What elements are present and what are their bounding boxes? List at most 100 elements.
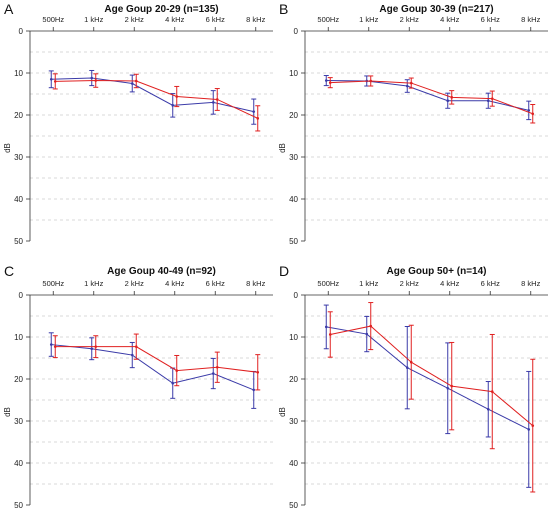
x-tick-label: 2 kHz: [125, 279, 144, 288]
data-point: [369, 79, 373, 83]
data-point: [175, 369, 179, 372]
data-point: [171, 381, 175, 385]
chart-title: Age Goup 50+ (n=14): [386, 266, 486, 277]
x-tick-label: 500Hz: [317, 15, 339, 24]
panel-letter: D: [279, 263, 289, 279]
y-tick-label: 10: [14, 69, 23, 78]
y-tick-label: 10: [289, 69, 298, 78]
panel-letter: B: [279, 1, 288, 17]
data-point: [328, 333, 332, 336]
y-axis-label: dB: [278, 143, 287, 153]
data-point: [450, 96, 454, 99]
data-point: [446, 386, 450, 390]
data-point: [130, 82, 134, 85]
y-tick-label: 30: [14, 417, 23, 426]
data-point: [134, 79, 138, 83]
chart-title: Age Goup 40-49 (n=92): [107, 266, 216, 277]
data-point: [365, 332, 369, 336]
series-line: [330, 80, 533, 115]
data-point: [486, 99, 490, 103]
data-point: [256, 117, 260, 120]
series-red: [52, 333, 261, 391]
data-point: [211, 372, 215, 375]
x-tick-label: 1 kHz: [359, 15, 378, 24]
y-tick-label: 20: [289, 375, 298, 384]
data-point: [369, 324, 373, 328]
data-point: [252, 110, 256, 113]
panel-letter: C: [4, 263, 14, 279]
data-point: [527, 109, 531, 112]
data-point: [450, 384, 454, 388]
data-point: [486, 407, 490, 411]
data-point: [446, 99, 450, 103]
x-tick-label: 6 kHz: [481, 279, 500, 288]
series-red: [327, 75, 536, 124]
y-tick-label: 40: [289, 195, 298, 204]
x-tick-label: 4 kHz: [440, 15, 459, 24]
y-tick-label: 30: [289, 417, 298, 426]
y-tick-label: 10: [14, 333, 23, 342]
x-tick-label: 1 kHz: [84, 15, 103, 24]
data-point: [49, 78, 53, 81]
y-tick-label: 0: [19, 27, 24, 36]
series-line: [55, 346, 258, 373]
y-tick-label: 40: [14, 195, 23, 204]
y-tick-label: 30: [14, 153, 23, 162]
x-tick-label: 500Hz: [42, 15, 64, 24]
data-point: [527, 428, 531, 431]
data-point: [53, 80, 57, 83]
x-tick-label: 500Hz: [42, 279, 64, 288]
y-tick-label: 0: [294, 27, 299, 36]
data-point: [49, 343, 53, 346]
x-tick-label: 4 kHz: [165, 15, 184, 24]
x-tick-label: 1 kHz: [84, 279, 103, 288]
data-point: [324, 325, 328, 329]
data-point: [171, 104, 175, 107]
series-line: [330, 325, 534, 427]
y-axis-label: dB: [278, 407, 287, 417]
y-tick-label: 0: [19, 291, 24, 300]
y-tick-label: 50: [289, 237, 298, 246]
series-line: [326, 80, 529, 111]
series-red: [327, 302, 536, 493]
data-point: [252, 388, 256, 392]
data-point: [409, 360, 413, 364]
series-line: [51, 344, 254, 391]
data-point: [409, 81, 413, 85]
y-tick-label: 50: [14, 501, 23, 510]
data-point: [90, 76, 94, 80]
y-tick-label: 40: [14, 459, 23, 468]
chart-panel-b: B Age Goup 30-39 (n=217) 0 10 20 30 40 50 dB 500H…: [278, 1, 548, 246]
data-point: [94, 345, 98, 348]
data-point: [490, 97, 494, 100]
data-point: [531, 424, 535, 427]
series-red: [52, 73, 261, 132]
x-tick-label: 500Hz: [317, 279, 339, 288]
data-point: [175, 95, 179, 98]
x-tick-label: 6 kHz: [481, 15, 500, 24]
chart-panel-c: C Age Goup 40-49 (n=92) 0 10 20 30 40 50 dB 500Hz…: [3, 263, 273, 510]
y-tick-label: 10: [289, 333, 298, 342]
y-tick-label: 50: [289, 501, 298, 510]
data-point: [130, 353, 134, 357]
y-tick-label: 20: [14, 375, 23, 384]
chart-title: Age Goup 30-39 (n=217): [379, 4, 493, 15]
x-tick-label: 8 kHz: [246, 15, 265, 24]
y-tick-label: 50: [14, 237, 23, 246]
data-point: [215, 98, 219, 101]
x-tick-label: 4 kHz: [165, 279, 184, 288]
data-point: [211, 101, 215, 104]
y-axis-label: dB: [3, 143, 12, 153]
data-point: [256, 370, 260, 374]
x-tick-label: 2 kHz: [400, 15, 419, 24]
y-tick-label: 40: [289, 459, 298, 468]
series-blue: [48, 332, 257, 409]
x-tick-label: 6 kHz: [206, 279, 225, 288]
data-point: [324, 79, 328, 82]
panel-letter: A: [4, 1, 14, 17]
data-point: [328, 81, 332, 84]
series-line: [326, 326, 529, 430]
series-blue: [48, 69, 257, 125]
series-line: [51, 77, 254, 113]
